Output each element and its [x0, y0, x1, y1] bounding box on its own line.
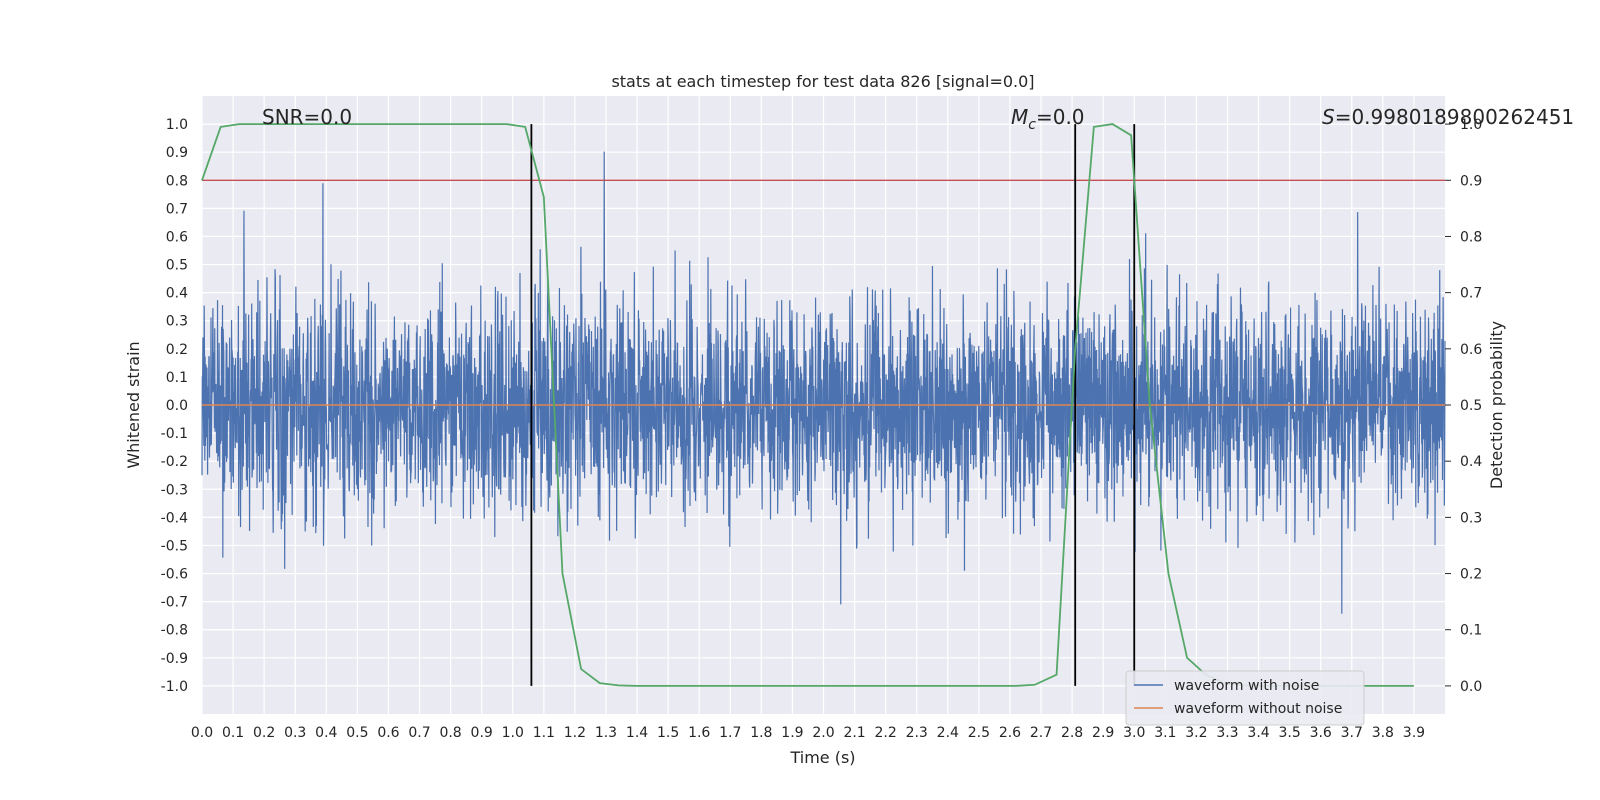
s-value: =0.9980189800262451 [1335, 105, 1574, 129]
y-tick-label: 1.0 [166, 117, 188, 133]
y-tick-label: 0.4 [166, 286, 188, 302]
legend: waveform with noise waveform without noi… [1125, 670, 1365, 726]
x-tick-label: 3.2 [1185, 725, 1207, 741]
x-tick-label: 3.0 [1123, 725, 1145, 741]
x-tick-label: 0.0 [191, 725, 213, 741]
y-tick-label: 0.3 [166, 314, 188, 330]
y-tick-label: 0.2 [166, 342, 188, 358]
vertical-markers [530, 124, 1136, 686]
x-tick-label: 1.0 [502, 725, 524, 741]
x-tick-label: 2.4 [937, 725, 959, 741]
x-tick-label: 1.8 [750, 725, 772, 741]
x-tick-label: 1.1 [533, 725, 555, 741]
y2-tick-label: 0.6 [1460, 342, 1482, 358]
x-tick-label: 2.7 [1030, 725, 1052, 741]
x-tick-label: 2.5 [968, 725, 990, 741]
mc-annotation: Mc=0.0 [1011, 105, 1085, 133]
x-tick-label: 0.6 [377, 725, 399, 741]
x-tick-label: 1.7 [719, 725, 741, 741]
y2-tick-label: 0.1 [1460, 623, 1482, 639]
x-tick-label: 3.5 [1278, 725, 1300, 741]
legend-label-noise: waveform with noise [1174, 678, 1319, 694]
x-tick-label: 3.6 [1310, 725, 1332, 741]
y-tick-label: -0.4 [161, 510, 188, 526]
x-tick-label: 2.9 [1092, 725, 1114, 741]
x-tick-label: 2.2 [875, 725, 897, 741]
y-tick-label: 0.1 [166, 370, 188, 386]
x-tick-label: 0.7 [408, 725, 430, 741]
s-annotation: S=0.9980189800262451 [1322, 105, 1574, 129]
y-axis-ticks: 1.0 0.9 0.8 0.7 0.6 0.5 0.4 0.3 0.2 0.1 0.0 -0.1 -0.… [161, 117, 188, 695]
x-tick-label: 2.0 [812, 725, 834, 741]
x-tick-label: 0.4 [315, 725, 337, 741]
x-axis-ticks: 0.0 0.1 0.2 0.3 0.4 0.5 0.6 0.7 0.8 0.9 1.0 1.1 1.2 1… [191, 725, 1425, 741]
y-tick-label: -0.1 [161, 426, 188, 442]
x-tick-label: 2.6 [999, 725, 1021, 741]
s-symbol: S [1322, 105, 1335, 129]
legend-box [1125, 670, 1365, 726]
x-tick-label: 2.8 [1061, 725, 1083, 741]
chart-title: stats at each timestep for test data 826… [611, 72, 1034, 91]
mc-value: =0.0 [1036, 105, 1085, 129]
noise-waveform-line [201, 151, 1446, 614]
y2-tick-label: 0.8 [1460, 229, 1482, 245]
y2-tick-label: 0.9 [1460, 173, 1482, 189]
x-tick-label: 0.3 [284, 725, 306, 741]
y-tick-label: 0.7 [166, 201, 188, 217]
y2-tick-label: 0.2 [1460, 567, 1482, 583]
x-tick-label: 0.5 [346, 725, 368, 741]
y2-tick-label: 1.0 [1460, 117, 1482, 133]
mc-symbol: M [1011, 105, 1028, 129]
y-tick-label: 0.9 [166, 145, 188, 161]
y2-tick-label: 0.0 [1460, 679, 1482, 695]
x-tick-label: 1.6 [688, 725, 710, 741]
y-tick-label: -0.5 [161, 538, 188, 554]
x-tick-label: 0.8 [439, 725, 461, 741]
y2-tick-label: 0.4 [1460, 454, 1482, 470]
y-tick-label: -0.2 [161, 454, 188, 470]
x-tick-label: 3.1 [1154, 725, 1176, 741]
x-tick-label: 2.1 [843, 725, 865, 741]
y-tick-label: -0.3 [161, 482, 188, 498]
y-tick-label: -0.7 [161, 595, 188, 611]
x-tick-label: 1.5 [657, 725, 679, 741]
x-axis-label: Time (s) [789, 748, 855, 767]
y-tick-label: -1.0 [161, 679, 188, 695]
y-tick-label: -0.6 [161, 567, 188, 583]
legend-label-clean: waveform without noise [1174, 701, 1342, 717]
x-tick-label: 3.7 [1341, 725, 1363, 741]
x-tick-label: 2.3 [906, 725, 928, 741]
y-tick-label: -0.8 [161, 623, 188, 639]
waveform-with-noise-series [201, 151, 1446, 614]
x-tick-label: 3.4 [1247, 725, 1269, 741]
y-tick-label: 0.0 [166, 398, 188, 414]
x-tick-label: 1.4 [626, 725, 648, 741]
y2-tick-label: 0.7 [1460, 286, 1482, 302]
y-tick-label: 0.8 [166, 173, 188, 189]
y2-tick-label: 0.3 [1460, 510, 1482, 526]
x-tick-label: 3.3 [1216, 725, 1238, 741]
x-tick-label: 1.2 [564, 725, 586, 741]
x-tick-label: 0.1 [222, 725, 244, 741]
y2-axis-ticks: 1.0 0.9 0.8 0.7 0.6 0.5 0.4 0.3 0.2 0.1 0.0 [1445, 117, 1482, 695]
y2-tick-label: 0.5 [1460, 398, 1482, 414]
x-tick-label: 3.9 [1403, 725, 1425, 741]
x-tick-label: 1.3 [595, 725, 617, 741]
y-tick-label: 0.6 [166, 229, 188, 245]
mc-subscript: c [1028, 117, 1036, 133]
x-tick-label: 1.9 [781, 725, 803, 741]
x-tick-label: 0.2 [253, 725, 275, 741]
y-axis-label: Whitened strain [124, 341, 143, 468]
y-tick-label: -0.9 [161, 651, 188, 667]
x-tick-label: 0.9 [471, 725, 493, 741]
x-tick-label: 3.8 [1372, 725, 1394, 741]
y-tick-label: 0.5 [166, 258, 188, 274]
y2-axis-label: Detection probability [1487, 321, 1506, 489]
snr-annotation: SNR=0.0 [262, 105, 352, 129]
